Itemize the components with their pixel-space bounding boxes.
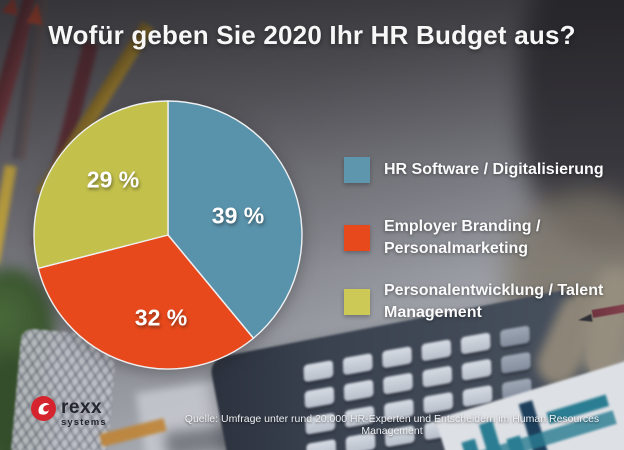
- pie-label-personalentwicklung: 29 %: [86, 166, 140, 193]
- pie-chart: 39 % 32 % 29 %: [32, 99, 304, 371]
- page-title: Wofür geben Sie 2020 Ihr HR Budget aus?: [48, 20, 576, 50]
- legend-swatch-yellow: [344, 289, 370, 316]
- legend-label: Employer Branding / Personalmarketing: [384, 218, 541, 258]
- legend-swatch-orange: [344, 225, 370, 252]
- rexx-systems-logo: rexx systems: [31, 396, 107, 428]
- source-note: Quelle: Umfrage unter rund 20.000 HR-Exp…: [184, 413, 600, 437]
- legend-item-personalentwicklung: Personalentwicklung / Talent Management: [344, 280, 620, 324]
- pie-label-hr-software: 39 %: [211, 202, 265, 229]
- legend-swatch-blue: [344, 157, 370, 183]
- legend-item-hr-software: HR Software / Digitalisierung: [344, 157, 624, 183]
- pie-label-employer-branding: 32 %: [134, 304, 188, 331]
- legend-label: Personalentwicklung / Talent Management: [384, 282, 604, 322]
- logo-name: rexx: [61, 397, 103, 418]
- legend-item-employer-branding: Employer Branding / Personalmarketing: [344, 216, 620, 260]
- rexx-logo-icon: [31, 396, 56, 421]
- legend-label: HR Software / Digitalisierung: [384, 160, 604, 178]
- logo-subtitle: systems: [61, 417, 107, 428]
